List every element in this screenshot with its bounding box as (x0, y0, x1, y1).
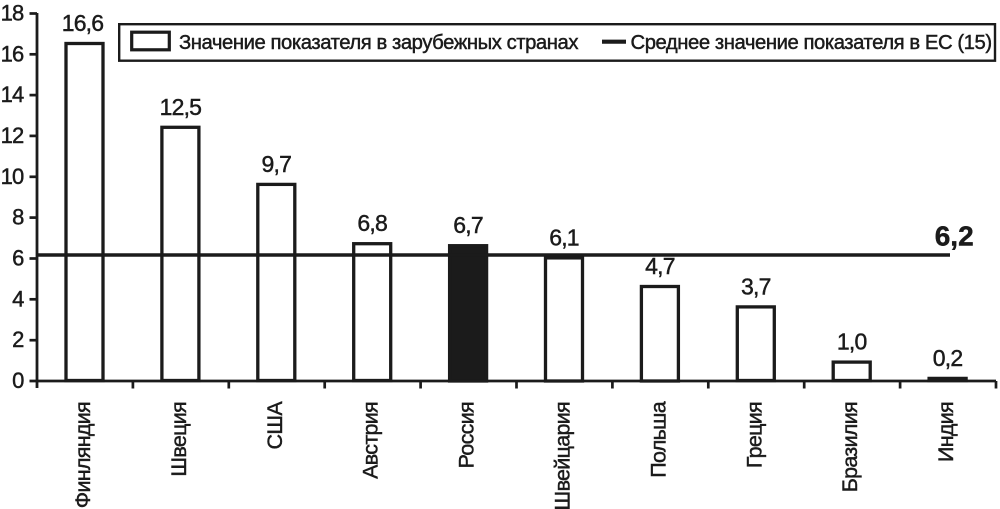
svg-text:14: 14 (1, 82, 24, 107)
svg-text:Россия: Россия (455, 402, 479, 468)
svg-text:12,5: 12,5 (160, 94, 202, 120)
svg-text:0: 0 (12, 368, 24, 393)
svg-text:Греция: Греция (742, 402, 766, 468)
svg-text:16,6: 16,6 (62, 10, 104, 36)
svg-text:8: 8 (12, 205, 24, 230)
svg-text:12: 12 (1, 123, 24, 148)
svg-text:Австрия: Австрия (359, 402, 383, 479)
svg-text:6: 6 (12, 246, 24, 271)
svg-text:Среднее значение показателя в: Среднее значение показателя в ЕС (15) (631, 32, 992, 54)
svg-text:0,2: 0,2 (933, 345, 963, 371)
svg-text:Значение показателя в зарубежн: Значение показателя в зарубежных странах (179, 32, 578, 54)
svg-text:6,8: 6,8 (357, 210, 387, 236)
svg-text:3,7: 3,7 (741, 273, 771, 299)
svg-text:Индия: Индия (934, 402, 958, 462)
svg-text:4,7: 4,7 (645, 253, 675, 279)
svg-text:США: США (263, 401, 287, 450)
svg-text:Швеция: Швеция (167, 402, 191, 477)
svg-text:16: 16 (1, 41, 24, 66)
svg-text:4: 4 (12, 286, 24, 311)
svg-text:9,7: 9,7 (262, 151, 292, 177)
svg-text:Польша: Польша (646, 401, 670, 477)
svg-text:6,7: 6,7 (453, 212, 483, 238)
svg-text:Швейцария: Швейцария (551, 402, 575, 509)
svg-text:Финляндия: Финляндия (71, 402, 95, 508)
svg-text:10: 10 (1, 164, 24, 189)
svg-text:6,1: 6,1 (549, 224, 579, 250)
svg-text:Бразилия: Бразилия (838, 402, 862, 492)
svg-text:2: 2 (12, 327, 24, 352)
svg-text:18: 18 (1, 1, 24, 26)
svg-text:1,0: 1,0 (837, 329, 867, 355)
svg-text:6,2: 6,2 (935, 221, 974, 252)
